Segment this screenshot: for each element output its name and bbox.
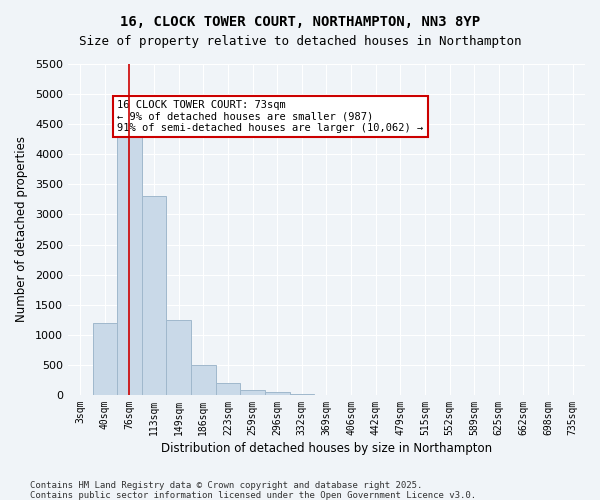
Bar [92,322,117,395]
Bar [142,196,166,395]
X-axis label: Distribution of detached houses by size in Northampton: Distribution of detached houses by size … [161,442,492,455]
Text: 16, CLOCK TOWER COURT, NORTHAMPTON, NN3 8YP: 16, CLOCK TOWER COURT, NORTHAMPTON, NN3 … [120,15,480,29]
Text: Size of property relative to detached houses in Northampton: Size of property relative to detached ho… [79,35,521,48]
Text: Contains HM Land Registry data © Crown copyright and database right 2025.: Contains HM Land Registry data © Crown c… [30,481,422,490]
Bar [240,390,265,395]
Bar [290,394,314,395]
Bar [191,365,215,395]
Bar [117,133,142,395]
Text: Contains public sector information licensed under the Open Government Licence v3: Contains public sector information licen… [30,491,476,500]
Bar [265,392,290,395]
Text: 16 CLOCK TOWER COURT: 73sqm
← 9% of detached houses are smaller (987)
91% of sem: 16 CLOCK TOWER COURT: 73sqm ← 9% of deta… [117,100,424,134]
Bar [215,383,240,395]
Bar [166,320,191,395]
Y-axis label: Number of detached properties: Number of detached properties [15,136,28,322]
